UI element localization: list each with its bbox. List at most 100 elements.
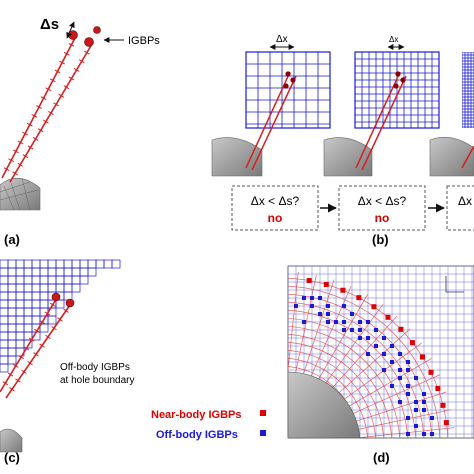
dx-label-b2: Δx [389, 35, 398, 44]
near-body-igbp-marker [371, 304, 377, 310]
grid-cell [7, 259, 17, 269]
grid-ray [309, 286, 352, 381]
off-body-igbp-marker [366, 320, 370, 324]
grid-cell [0, 291, 9, 301]
gridpoint-tick [68, 43, 75, 47]
question-text-3: Δx [458, 194, 472, 208]
off-body-igbp-marker [382, 368, 386, 372]
off-body-igbp-marker [358, 320, 362, 324]
grid-cell [39, 283, 49, 293]
near-body-line-b1b [251, 75, 297, 171]
grid-cell [55, 299, 65, 309]
grid-cell [79, 275, 89, 285]
body-surface-b2 [323, 137, 373, 177]
gridpoint-tick [17, 162, 24, 167]
question-text-2: Δx < Δs? [358, 194, 407, 208]
gridpoint-tick [57, 317, 63, 322]
grid-cell [15, 331, 25, 341]
grid-cell [23, 339, 33, 349]
cartesian-grid-b2 [355, 52, 439, 128]
grid-cell [15, 315, 25, 325]
question-text-1: Δx < Δs? [251, 194, 300, 208]
off-body-igbp-marker [374, 344, 378, 348]
gridpoint-tick [54, 69, 61, 74]
off-body-igbp-marker [390, 344, 394, 348]
grid-cell [63, 259, 73, 269]
grid-cell [39, 267, 49, 277]
grid-cell [39, 299, 49, 309]
grid-cell [103, 259, 113, 269]
grid-ray [315, 294, 368, 384]
off-body-igbp-marker [302, 296, 306, 300]
panel-b-label: (b) [372, 232, 389, 247]
gridpoint-tick [28, 337, 35, 342]
gridpoint-tick [23, 346, 30, 351]
grid-ray [350, 409, 452, 432]
grid-cell [7, 331, 17, 341]
grid-cell [15, 339, 25, 349]
off-body-igbp-marker [414, 400, 418, 404]
grid-ray [345, 374, 440, 417]
grid-cell [79, 267, 89, 277]
ds-arrow [66, 21, 75, 39]
grid-ray [353, 427, 455, 438]
gridpoint-tick [53, 102, 59, 107]
gridpoint-tick [12, 171, 18, 176]
off-body-igbp-marker [302, 320, 306, 324]
hole-boundary-note-2: at hole boundary [60, 375, 135, 386]
grid-cell [31, 259, 41, 269]
grid-cell [0, 299, 9, 309]
gridpoint-tick [33, 352, 39, 357]
grid-cell [55, 283, 65, 293]
grid-cell [0, 363, 9, 373]
grid-ray [322, 304, 384, 388]
near-body-line-b3 [461, 145, 474, 169]
off-body-igbp-marker [342, 328, 346, 332]
off-body-igbp-marker [358, 336, 362, 340]
hole-boundary-note-1: Off-body IGBPs [60, 362, 130, 373]
gridpoint-tick [21, 369, 27, 374]
gridpoint-tick [31, 114, 38, 118]
igbp-b2-2 [400, 77, 406, 83]
igbp-b2-1 [395, 71, 401, 77]
off-body-igbp-marker [406, 360, 410, 364]
panel-d: (d) [287, 265, 474, 465]
gridpoint-ticks-c [2, 302, 69, 392]
panel-d-label: (d) [373, 450, 390, 465]
gridpoint-tick [39, 343, 45, 348]
gridpoint-ticks-a [3, 43, 90, 176]
igbp-b2-3 [393, 83, 399, 89]
grid-border-b2 [354, 51, 440, 129]
gridpoint-tick [12, 363, 19, 368]
hole-boundary-grid [0, 259, 121, 373]
grid-arc [288, 358, 368, 438]
off-body-igbp-marker [414, 408, 418, 412]
near-body-igbp-marker [428, 369, 434, 375]
question-box-3: Δx [446, 185, 474, 231]
grid-cell [63, 267, 73, 277]
panel-b-step-3 [429, 52, 474, 177]
panel-b-step-2: Δx [323, 35, 440, 177]
near-body-igbp-marker [398, 326, 404, 332]
body-surface-d [288, 371, 361, 438]
ds-label: Δs [40, 16, 59, 33]
grid-cell [55, 275, 65, 285]
grid-cell [0, 283, 9, 293]
gridpoint-tick [34, 328, 40, 333]
near-body-line-b2b [361, 75, 407, 171]
grid-cell [0, 331, 9, 341]
grid-cell [7, 291, 17, 301]
grid-cell [63, 283, 73, 293]
off-body-igbp-marker [406, 392, 410, 396]
grid-cell [31, 291, 41, 301]
off-body-igbp-marker [398, 376, 402, 380]
near-body-line-b1a [245, 71, 291, 169]
off-body-igbp-marker [406, 368, 410, 372]
legend: Near-body IGBPs Off-body IGBPs [151, 409, 266, 441]
grid-cell [23, 323, 33, 333]
grid-cell [71, 259, 81, 269]
grid-cell [23, 315, 33, 325]
body-surface-b1 [211, 137, 263, 177]
grid-border-b1 [245, 51, 331, 129]
